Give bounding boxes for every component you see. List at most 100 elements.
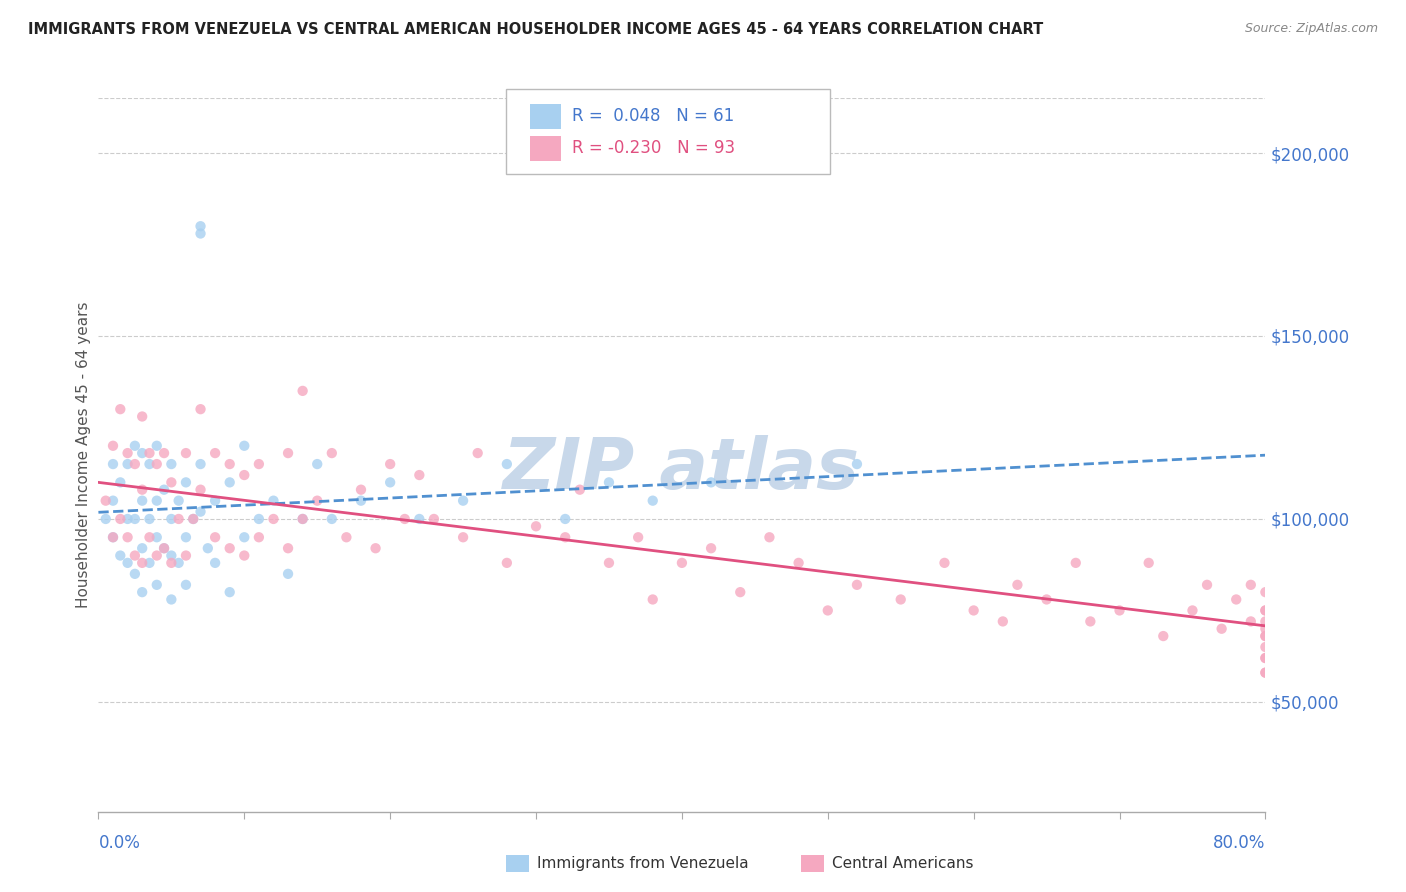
Point xyxy=(204,446,226,460)
Point xyxy=(131,556,153,570)
Point xyxy=(408,468,430,483)
Point xyxy=(335,530,357,544)
Point xyxy=(1035,592,1057,607)
Point xyxy=(1254,651,1277,665)
Point xyxy=(962,603,984,617)
Text: IMMIGRANTS FROM VENEZUELA VS CENTRAL AMERICAN HOUSEHOLDER INCOME AGES 45 - 64 YE: IMMIGRANTS FROM VENEZUELA VS CENTRAL AME… xyxy=(28,22,1043,37)
Point xyxy=(291,512,314,526)
Point xyxy=(467,446,489,460)
Point xyxy=(94,512,117,526)
Point xyxy=(117,512,139,526)
Point xyxy=(218,541,240,556)
Point xyxy=(321,446,343,460)
Point xyxy=(1181,603,1204,617)
Point xyxy=(758,530,780,544)
Point xyxy=(146,493,169,508)
Point xyxy=(671,556,693,570)
Point xyxy=(307,457,329,471)
Point xyxy=(124,439,146,453)
Point xyxy=(247,530,270,544)
Point xyxy=(117,446,139,460)
Point xyxy=(277,446,299,460)
Point xyxy=(181,512,204,526)
Point xyxy=(291,512,314,526)
Point xyxy=(233,549,256,563)
Point xyxy=(131,483,153,497)
Text: R = -0.230   N = 93: R = -0.230 N = 93 xyxy=(572,139,735,157)
Point xyxy=(262,512,284,526)
Point xyxy=(277,566,299,581)
Point xyxy=(394,512,416,526)
Point xyxy=(495,457,517,471)
Point xyxy=(1211,622,1233,636)
Point xyxy=(110,402,132,417)
Point xyxy=(197,541,219,556)
Point xyxy=(101,530,124,544)
Point xyxy=(627,530,650,544)
Point xyxy=(1254,629,1277,643)
Point xyxy=(787,556,810,570)
Point xyxy=(641,493,664,508)
Point xyxy=(153,541,176,556)
Point xyxy=(1254,603,1277,617)
Point xyxy=(1240,615,1263,629)
Point xyxy=(728,585,751,599)
Point xyxy=(174,549,197,563)
Point xyxy=(190,227,212,241)
Point xyxy=(307,493,329,508)
Point xyxy=(160,457,183,471)
Point xyxy=(262,493,284,508)
Point xyxy=(138,457,160,471)
Point xyxy=(1254,629,1277,643)
Point xyxy=(1137,556,1160,570)
Point xyxy=(233,439,256,453)
Point xyxy=(174,446,197,460)
Point xyxy=(378,475,402,490)
Point xyxy=(890,592,912,607)
Point xyxy=(138,446,160,460)
Point xyxy=(1254,665,1277,680)
Point xyxy=(101,457,124,471)
Point xyxy=(218,585,240,599)
Point xyxy=(350,493,373,508)
Point xyxy=(190,505,212,519)
Point xyxy=(1108,603,1130,617)
Point xyxy=(350,483,373,497)
Point xyxy=(124,549,146,563)
Point xyxy=(131,446,153,460)
Point xyxy=(110,549,132,563)
Point xyxy=(845,578,868,592)
Point xyxy=(167,556,190,570)
Point xyxy=(94,493,117,508)
Point xyxy=(218,475,240,490)
Point xyxy=(991,615,1014,629)
Text: 0.0%: 0.0% xyxy=(98,834,141,852)
Point xyxy=(124,457,146,471)
Point xyxy=(247,457,270,471)
Point xyxy=(1195,578,1218,592)
Point xyxy=(1254,665,1277,680)
Point xyxy=(167,493,190,508)
Point xyxy=(138,556,160,570)
Point xyxy=(101,493,124,508)
Point xyxy=(495,556,517,570)
Point xyxy=(204,530,226,544)
Point xyxy=(117,556,139,570)
Point xyxy=(291,384,314,398)
Point xyxy=(101,439,124,453)
Y-axis label: Householder Income Ages 45 - 64 years: Householder Income Ages 45 - 64 years xyxy=(76,301,91,608)
Point xyxy=(124,512,146,526)
Point xyxy=(1254,640,1277,654)
Point xyxy=(117,530,139,544)
Point xyxy=(110,475,132,490)
Text: Immigrants from Venezuela: Immigrants from Venezuela xyxy=(537,856,749,871)
Point xyxy=(277,541,299,556)
Point xyxy=(131,541,153,556)
Point xyxy=(204,556,226,570)
Point xyxy=(247,512,270,526)
Point xyxy=(117,457,139,471)
Point xyxy=(845,457,868,471)
Point xyxy=(174,578,197,592)
Point xyxy=(190,483,212,497)
Point xyxy=(233,530,256,544)
